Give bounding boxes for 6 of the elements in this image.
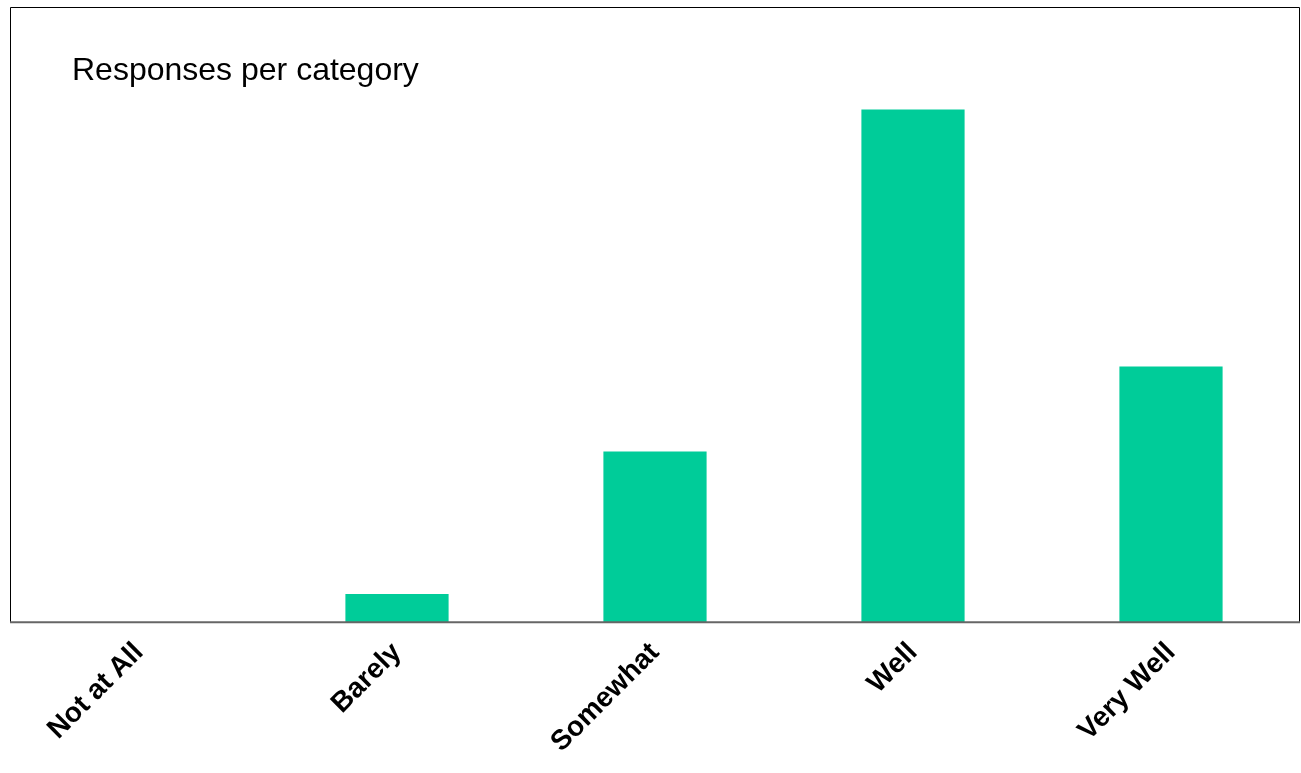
chart-title: Responses per category (72, 50, 419, 87)
bar (861, 109, 965, 623)
bar (1119, 366, 1223, 623)
bar (603, 451, 707, 623)
bar (345, 594, 449, 623)
x-tick-label: Not at All (40, 635, 149, 744)
